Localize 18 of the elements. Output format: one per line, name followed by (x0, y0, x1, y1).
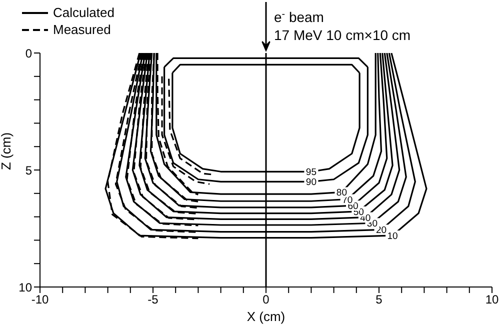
text: 17 MeV 10 cm×10 cm (274, 27, 411, 43)
x-tick-label: -5 (148, 292, 159, 307)
y-tick-label: 0 (25, 46, 32, 60)
series-label: 10 (387, 231, 398, 242)
series-label: 95 (306, 167, 316, 178)
text: Measured (53, 22, 111, 37)
y-axis-title: Z (cm) (0, 132, 14, 170)
y-tick-label: 10 (18, 280, 32, 294)
x-tick-label: 10 (485, 292, 499, 307)
x-tick-label: 5 (376, 292, 383, 307)
x-tick-label: 0 (262, 292, 270, 307)
x-axis-title: X (cm) (246, 309, 286, 324)
text: e$^{-}$ beam (274, 8, 324, 25)
x-tick-label: -10 (31, 292, 49, 307)
text: Calculated (53, 5, 114, 20)
series-label: 80 (336, 188, 347, 199)
y-tick-label: 5 (25, 163, 32, 178)
series-label: 90 (306, 177, 316, 188)
